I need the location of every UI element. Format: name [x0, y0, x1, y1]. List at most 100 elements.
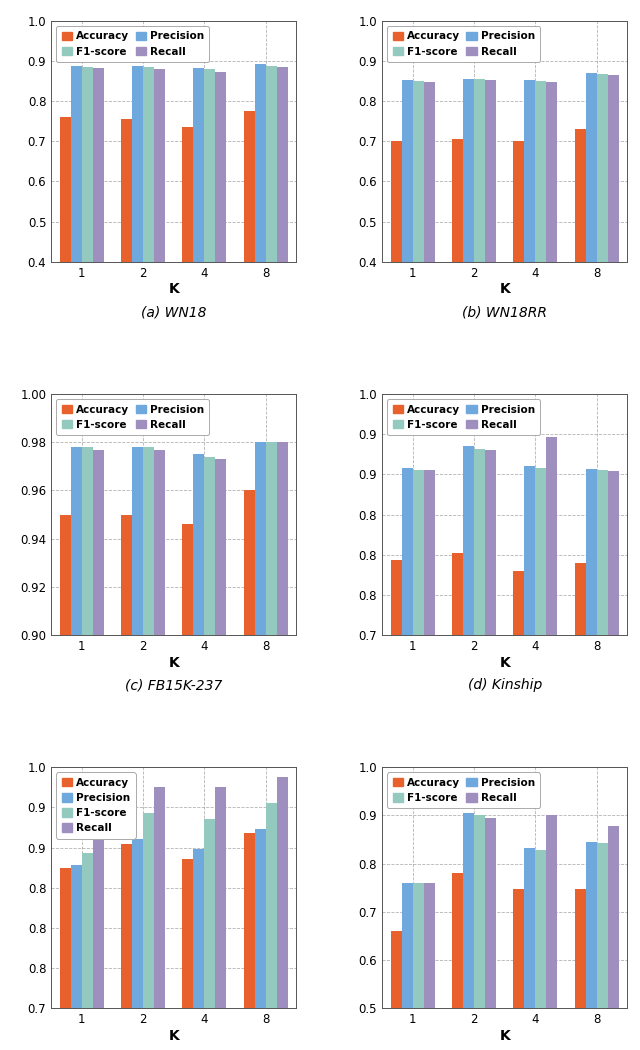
X-axis label: K: K — [499, 1029, 510, 1043]
Bar — [390, 931, 402, 1050]
Bar — [524, 81, 535, 422]
Bar — [575, 888, 586, 1050]
Bar — [607, 826, 619, 1050]
Bar — [547, 816, 557, 1050]
Bar — [143, 813, 154, 1050]
Bar — [596, 74, 607, 422]
Bar — [255, 830, 266, 1050]
Bar — [132, 447, 143, 1050]
Text: (a) WN18: (a) WN18 — [141, 306, 207, 319]
Bar — [276, 777, 288, 1050]
X-axis label: K: K — [499, 282, 510, 296]
Bar — [121, 120, 132, 422]
Bar — [535, 850, 547, 1050]
Bar — [132, 65, 143, 422]
Bar — [463, 79, 474, 422]
Bar — [154, 786, 165, 1050]
Bar — [413, 883, 424, 1050]
Bar — [547, 438, 557, 1050]
Bar — [452, 553, 463, 1050]
Bar — [82, 854, 93, 1050]
Bar — [452, 140, 463, 422]
Bar — [71, 65, 82, 422]
Bar — [276, 442, 288, 1050]
Bar — [60, 867, 71, 1050]
Bar — [424, 470, 435, 1050]
Bar — [71, 447, 82, 1050]
Bar — [276, 67, 288, 422]
Bar — [485, 81, 496, 422]
Bar — [575, 563, 586, 1050]
Bar — [266, 803, 276, 1050]
Bar — [154, 449, 165, 1050]
Bar — [82, 67, 93, 422]
Bar — [485, 450, 496, 1050]
Bar — [586, 842, 596, 1050]
Bar — [390, 142, 402, 422]
Bar — [193, 67, 204, 422]
Bar — [143, 67, 154, 422]
Bar — [244, 490, 255, 1050]
Bar — [474, 448, 485, 1050]
Bar — [216, 786, 227, 1050]
Bar — [474, 816, 485, 1050]
Bar — [93, 835, 104, 1050]
Bar — [266, 66, 276, 422]
Legend: Accuracy, F1-score, Precision, Recall: Accuracy, F1-score, Precision, Recall — [56, 399, 209, 435]
Text: (c) FB15K-237: (c) FB15K-237 — [125, 678, 223, 692]
Bar — [93, 449, 104, 1050]
Bar — [452, 874, 463, 1050]
Bar — [575, 129, 586, 422]
Bar — [485, 818, 496, 1050]
Bar — [204, 69, 216, 422]
Bar — [596, 843, 607, 1050]
Bar — [193, 849, 204, 1050]
Bar — [255, 64, 266, 422]
Bar — [513, 570, 524, 1050]
Bar — [244, 111, 255, 422]
Bar — [413, 469, 424, 1050]
Bar — [463, 813, 474, 1050]
Legend: Accuracy, F1-score, Precision, Recall: Accuracy, F1-score, Precision, Recall — [387, 773, 540, 808]
Bar — [424, 883, 435, 1050]
Bar — [524, 848, 535, 1050]
Bar — [244, 833, 255, 1050]
Bar — [204, 457, 216, 1050]
Legend: Accuracy, F1-score, Precision, Recall: Accuracy, F1-score, Precision, Recall — [56, 26, 209, 62]
Bar — [535, 81, 547, 422]
Bar — [60, 514, 71, 1050]
Bar — [402, 883, 413, 1050]
Bar — [121, 514, 132, 1050]
Bar — [547, 82, 557, 422]
Bar — [154, 69, 165, 422]
X-axis label: K: K — [499, 655, 510, 670]
Bar — [413, 81, 424, 422]
X-axis label: K: K — [168, 655, 179, 670]
X-axis label: K: K — [168, 282, 179, 296]
Bar — [216, 459, 227, 1050]
Bar — [82, 447, 93, 1050]
Bar — [390, 561, 402, 1050]
Bar — [402, 81, 413, 422]
Legend: Accuracy, F1-score, Precision, Recall: Accuracy, F1-score, Precision, Recall — [387, 26, 540, 62]
Bar — [143, 447, 154, 1050]
Bar — [71, 865, 82, 1050]
Bar — [255, 442, 266, 1050]
Bar — [132, 840, 143, 1050]
Bar — [193, 455, 204, 1050]
Bar — [586, 74, 596, 422]
Bar — [535, 468, 547, 1050]
Bar — [182, 127, 193, 422]
Bar — [607, 76, 619, 422]
Bar — [474, 79, 485, 422]
Bar — [524, 466, 535, 1050]
Bar — [424, 82, 435, 422]
Bar — [182, 524, 193, 1050]
Bar — [121, 844, 132, 1050]
Legend: Accuracy, F1-score, Precision, Recall: Accuracy, F1-score, Precision, Recall — [387, 399, 540, 435]
Bar — [182, 859, 193, 1050]
Bar — [266, 442, 276, 1050]
Bar — [513, 888, 524, 1050]
Bar — [402, 468, 413, 1050]
Bar — [60, 118, 71, 422]
